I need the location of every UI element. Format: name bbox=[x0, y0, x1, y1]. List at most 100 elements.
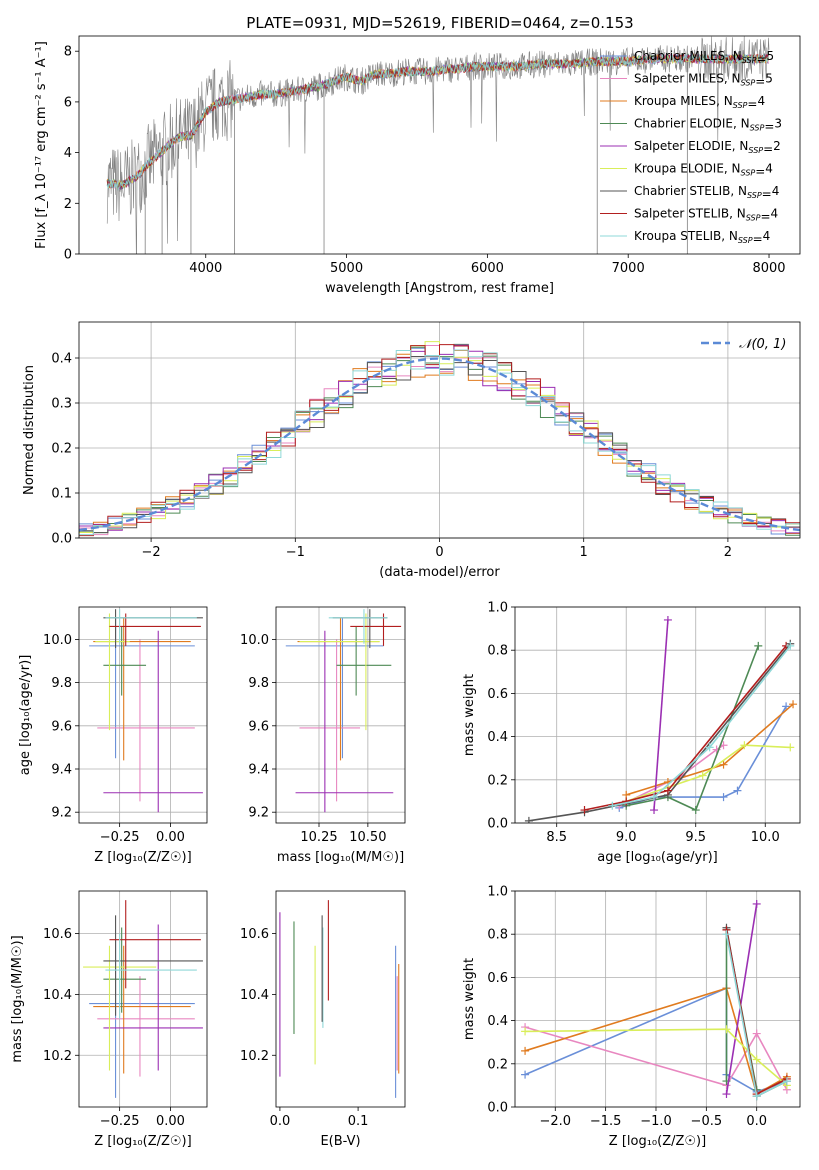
y-axis-label: Normed distribution bbox=[22, 365, 37, 495]
x-tick-label: 10.25 bbox=[300, 830, 337, 845]
y-axis-label: mass weight bbox=[462, 674, 477, 756]
legend-label: Salpeter MILES, NSSP=5 bbox=[634, 72, 773, 89]
legend-nssp-subscript: SSP bbox=[733, 101, 748, 110]
y-axis-label: mass [log₁₀(M/M☉)] bbox=[10, 935, 25, 1062]
x-tick-label: 0.0 bbox=[746, 1114, 767, 1129]
legend-label: Kroupa MILES, NSSP=4 bbox=[634, 94, 765, 111]
plus-marker bbox=[752, 1029, 761, 1038]
plot-mass-vs-ebv: 0.0 0.1 10.2 10.4 10.6 E(B-V) bbox=[240, 890, 406, 1149]
y-tick-label: 0.1 bbox=[51, 487, 72, 502]
axes-frame bbox=[78, 606, 208, 824]
y-tick-label: 10.6 bbox=[240, 927, 269, 942]
legend-equals: = bbox=[760, 210, 770, 224]
y-tick-label: 8 bbox=[64, 45, 72, 60]
x-axis-label: (data-model)/error bbox=[379, 565, 500, 580]
x-tick-label: 0.0 bbox=[270, 1114, 291, 1129]
y-tick-label: 0.6 bbox=[487, 971, 508, 986]
x-tick-label: 0.00 bbox=[156, 1114, 185, 1129]
y-tick-label: 0.4 bbox=[487, 730, 508, 745]
x-axis-label: Z [log₁₀(Z/Z☉)] bbox=[94, 850, 191, 865]
y-axis-label: age [log₁₀(age/yr)] bbox=[18, 655, 33, 776]
plus-marker bbox=[754, 641, 763, 650]
plus-marker bbox=[786, 641, 795, 650]
legend-nssp-prefix: , N bbox=[724, 162, 741, 176]
plus-marker bbox=[691, 806, 700, 815]
y-tick-label: 0.0 bbox=[51, 532, 72, 547]
x-tick-label: 4000 bbox=[189, 261, 222, 276]
x-axis-label: mass [log₁₀(M/M☉)] bbox=[277, 850, 404, 865]
legend-nssp-prefix: , N bbox=[732, 139, 749, 153]
x-tick-label: 1 bbox=[580, 545, 588, 560]
x-axis-label: Z [log₁₀(Z/Z☉)] bbox=[94, 1134, 191, 1149]
plus-marker bbox=[719, 760, 728, 769]
y-tick-label: 0.8 bbox=[487, 928, 508, 943]
plus-marker bbox=[580, 806, 589, 815]
histogram-step bbox=[79, 344, 800, 538]
legend-series-name: Kroupa ELODIE bbox=[634, 162, 724, 176]
y-tick-label: 10.4 bbox=[43, 988, 72, 1003]
legend-nssp-subscript: SSP bbox=[750, 124, 765, 133]
y-tick-label: 1.0 bbox=[487, 885, 508, 900]
y-tick-label: 10.2 bbox=[240, 1049, 269, 1064]
plot-weight-vs-Z: −2.0 −1.5 −1.0 −0.5 0.0 0.0 0.2 0.4 0.6 0.8 1.0 Z [… bbox=[462, 885, 801, 1149]
legend-series-name: Chabrier MILES bbox=[634, 49, 725, 63]
x-tick-label: 5000 bbox=[330, 261, 363, 276]
legend-nssp-subscript: SSP bbox=[742, 56, 757, 65]
errorbar-group bbox=[83, 900, 203, 1098]
legend-nssp-value: 4 bbox=[757, 94, 765, 108]
legend-label: Kroupa ELODIE, NSSP=4 bbox=[634, 162, 773, 179]
y-tick-label: 2 bbox=[64, 197, 72, 212]
plus-marker bbox=[719, 793, 728, 802]
legend-nssp-prefix: , N bbox=[729, 207, 746, 221]
legend-nssp-value: 5 bbox=[765, 72, 773, 86]
legend-label: Kroupa STELIB, NSSP=4 bbox=[634, 229, 770, 246]
x-tick-label: −1 bbox=[286, 545, 305, 560]
legend-nssp-subscript: SSP bbox=[741, 79, 756, 88]
x-tick-label: 0 bbox=[435, 545, 443, 560]
axes-frame bbox=[78, 321, 801, 539]
figure-title: PLATE=0931, MJD=52619, FIBERID=0464, z=0… bbox=[246, 14, 633, 32]
weight-line bbox=[524, 1026, 788, 1091]
y-tick-label: 0.0 bbox=[487, 817, 508, 832]
plus-marker bbox=[650, 806, 659, 815]
x-tick-label: 0.1 bbox=[348, 1114, 369, 1129]
legend-equals: = bbox=[747, 97, 757, 111]
plus-marker bbox=[663, 615, 672, 624]
x-tick-label: 2 bbox=[724, 545, 732, 560]
x-tick-label: −2 bbox=[142, 545, 161, 560]
weight-line bbox=[725, 903, 758, 1095]
plus-marker bbox=[705, 743, 714, 752]
plot-age-vs-mass: 10.25 10.50 9.2 9.4 9.6 9.8 10.0 mass [log₁₀(M/… bbox=[240, 606, 406, 865]
legend-nssp-prefix: , N bbox=[730, 184, 747, 198]
legend-nssp-value: 5 bbox=[767, 49, 775, 63]
legend-equals: = bbox=[753, 232, 763, 246]
plus-marker bbox=[524, 816, 533, 823]
y-axis-label: Flux [f_λ 10⁻¹⁷ erg cm⁻² s⁻¹ A⁻¹] bbox=[34, 41, 49, 249]
plus-marker bbox=[752, 1092, 761, 1101]
y-tick-label: 9.8 bbox=[248, 676, 269, 691]
legend-equals: = bbox=[755, 165, 765, 179]
x-axis-label: E(B-V) bbox=[320, 1134, 360, 1149]
x-tick-label: 10.0 bbox=[751, 830, 780, 845]
legend-nssp-prefix: , N bbox=[721, 229, 738, 243]
weight-line bbox=[584, 645, 787, 811]
y-tick-label: 0.8 bbox=[487, 644, 508, 659]
plus-marker bbox=[650, 793, 659, 802]
errorbar-group bbox=[89, 609, 203, 813]
axes-frame bbox=[514, 890, 801, 1108]
axes-frame bbox=[78, 35, 801, 255]
weight-line bbox=[612, 645, 791, 807]
weight-line bbox=[524, 987, 788, 1096]
legend-nssp-subscript: SSP bbox=[746, 214, 761, 223]
legend-equals: = bbox=[755, 75, 765, 89]
y-tick-label: 9.8 bbox=[51, 676, 72, 691]
x-tick-label: −1.5 bbox=[590, 1114, 622, 1129]
y-tick-label: 9.6 bbox=[51, 719, 72, 734]
legend-equals: = bbox=[756, 52, 766, 66]
axes-frame bbox=[78, 890, 208, 1108]
weight-line bbox=[625, 744, 791, 803]
y-tick-label: 10.4 bbox=[240, 988, 269, 1003]
x-tick-label: 8000 bbox=[752, 261, 785, 276]
legend-nssp-value: 3 bbox=[774, 117, 782, 131]
legend-nssp-value: 4 bbox=[772, 184, 780, 198]
